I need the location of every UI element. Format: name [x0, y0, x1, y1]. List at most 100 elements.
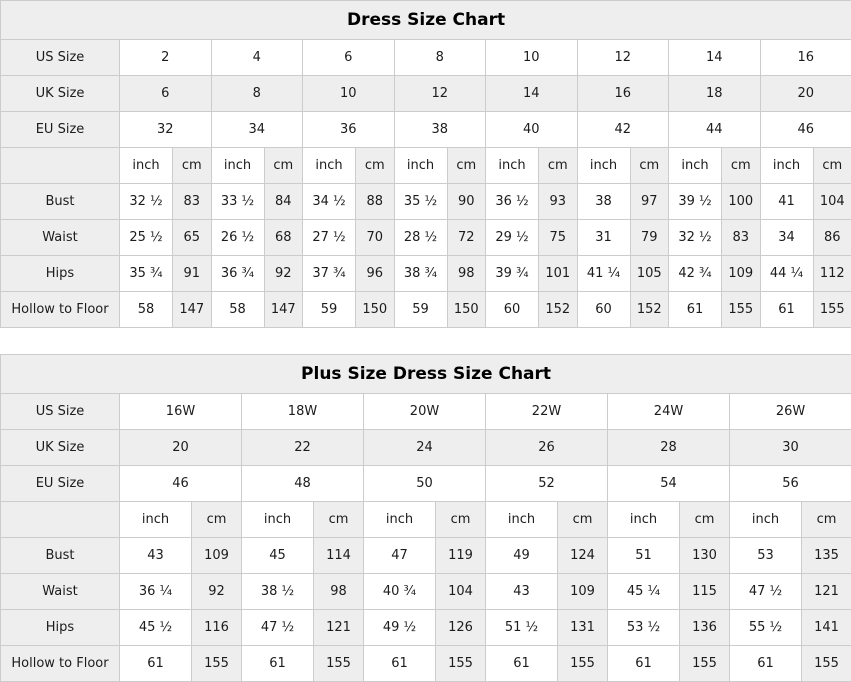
inch-value-cell: 61 — [241, 645, 314, 682]
size-value-cell: 32 — [119, 111, 212, 148]
cm-value-cell: 109 — [191, 537, 242, 574]
cm-value-cell: 97 — [629, 183, 669, 220]
size-row: US Size 16W 18W 20W 22W 24W 26W — [0, 393, 851, 430]
size-row: UK Size 6 8 10 12 14 16 18 20 — [0, 75, 851, 112]
cm-value-cell: 121 — [800, 573, 851, 610]
cm-value-cell: 155 — [313, 645, 364, 682]
inch-unit-cell: inch — [668, 147, 722, 184]
inch-value-cell: 51 ½ — [485, 609, 558, 646]
cm-value-cell: 124 — [557, 537, 608, 574]
cm-value-cell: 121 — [313, 609, 364, 646]
cm-value-cell: 152 — [629, 291, 669, 328]
row-label: Hollow to Floor — [0, 645, 120, 682]
size-value-cell: 28 — [607, 429, 730, 466]
standard-size-chart-table: Dress Size Chart US Size 2 4 6 8 10 12 14 16 UK Si… — [0, 0, 851, 328]
cm-value-cell: 105 — [629, 255, 669, 292]
cm-value-cell: 155 — [721, 291, 761, 328]
inch-value-cell: 61 — [668, 291, 722, 328]
inch-unit-cell: inch — [485, 147, 539, 184]
size-value-cell: 42 — [576, 111, 669, 148]
cm-value-cell: 86 — [812, 219, 851, 256]
cm-value-cell: 150 — [446, 291, 486, 328]
size-value-cell: 6 — [302, 39, 395, 76]
size-value-cell: 40 — [485, 111, 578, 148]
row-label — [0, 501, 120, 538]
cm-value-cell: 104 — [435, 573, 486, 610]
inch-value-cell: 28 ½ — [393, 219, 448, 256]
inch-unit-cell: inch — [119, 501, 192, 538]
size-row: US Size 2 4 6 8 10 12 14 16 — [0, 39, 851, 76]
size-value-cell: 10 — [485, 39, 578, 76]
cm-value-cell: 92 — [191, 573, 242, 610]
size-value-cell: 8 — [210, 75, 303, 112]
cm-unit-cell: cm — [355, 147, 395, 184]
cm-value-cell: 147 — [263, 291, 303, 328]
inch-unit-cell: inch — [241, 501, 314, 538]
cm-value-cell: 147 — [172, 291, 212, 328]
inch-value-cell: 41 — [759, 183, 814, 220]
size-value-cell: 50 — [363, 465, 486, 502]
row-label: UK Size — [0, 75, 120, 112]
size-value-cell: 36 — [302, 111, 395, 148]
cm-unit-cell: cm — [446, 147, 486, 184]
measurement-row: Hollow to Floor 58 147 58 147 59 150 59 150 60 152… — [0, 291, 851, 328]
inch-unit-cell: inch — [576, 147, 631, 184]
cm-unit-cell: cm — [800, 501, 851, 538]
size-value-cell: 12 — [576, 39, 669, 76]
cm-value-cell: 131 — [557, 609, 608, 646]
inch-value-cell: 36 ¼ — [119, 573, 192, 610]
size-value-cell: 8 — [393, 39, 486, 76]
cm-value-cell: 70 — [355, 219, 395, 256]
cm-value-cell: 92 — [263, 255, 303, 292]
inch-value-cell: 45 ¼ — [607, 573, 680, 610]
inch-value-cell: 39 ¾ — [485, 255, 539, 292]
cm-value-cell: 126 — [435, 609, 486, 646]
size-value-cell: 14 — [668, 39, 761, 76]
inch-value-cell: 61 — [729, 645, 802, 682]
inch-value-cell: 38 ¾ — [393, 255, 448, 292]
inch-value-cell: 38 ½ — [241, 573, 314, 610]
inch-value-cell: 40 ¾ — [363, 573, 436, 610]
cm-value-cell: 112 — [812, 255, 851, 292]
inch-value-cell: 51 — [607, 537, 680, 574]
size-value-cell: 38 — [393, 111, 486, 148]
inch-value-cell: 53 — [729, 537, 802, 574]
inch-unit-cell: inch — [485, 501, 558, 538]
inch-value-cell: 53 ½ — [607, 609, 680, 646]
inch-value-cell: 45 ½ — [119, 609, 192, 646]
row-label: EU Size — [0, 111, 120, 148]
chart-title: Plus Size Dress Size Chart — [0, 354, 851, 394]
cm-value-cell: 65 — [172, 219, 212, 256]
inch-value-cell: 47 — [363, 537, 436, 574]
size-value-cell: 46 — [759, 111, 851, 148]
size-value-cell: 16 — [759, 39, 851, 76]
inch-value-cell: 61 — [607, 645, 680, 682]
plus-size-chart-table: Plus Size Dress Size Chart US Size 16W 18W 2… — [0, 354, 851, 682]
cm-value-cell: 72 — [446, 219, 486, 256]
size-value-cell: 20 — [119, 429, 242, 466]
size-value-cell: 2 — [119, 39, 212, 76]
cm-value-cell: 155 — [800, 645, 851, 682]
cm-value-cell: 83 — [721, 219, 761, 256]
row-label: Hips — [0, 255, 120, 292]
inch-value-cell: 61 — [759, 291, 814, 328]
inch-value-cell: 36 ¾ — [210, 255, 265, 292]
cm-unit-cell: cm — [172, 147, 212, 184]
inch-value-cell: 35 ½ — [393, 183, 448, 220]
size-value-cell: 10 — [302, 75, 395, 112]
cm-unit-cell: cm — [313, 501, 364, 538]
size-value-cell: 14 — [485, 75, 578, 112]
size-value-cell: 16 — [576, 75, 669, 112]
size-value-cell: 52 — [485, 465, 608, 502]
inch-value-cell: 38 — [576, 183, 631, 220]
inch-unit-cell: inch — [210, 147, 265, 184]
row-label: Hollow to Floor — [0, 291, 120, 328]
cm-unit-cell: cm — [191, 501, 242, 538]
cm-value-cell: 155 — [191, 645, 242, 682]
cm-value-cell: 152 — [538, 291, 578, 328]
size-value-cell: 22W — [485, 393, 608, 430]
inch-value-cell: 49 ½ — [363, 609, 436, 646]
inch-value-cell: 58 — [119, 291, 173, 328]
